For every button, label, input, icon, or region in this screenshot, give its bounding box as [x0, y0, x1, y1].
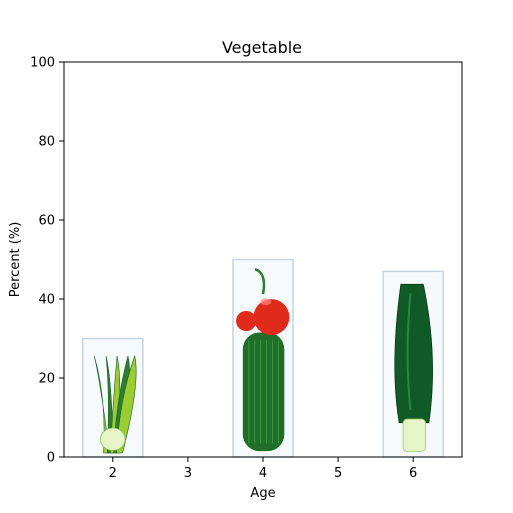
- tomato-stem: [254, 268, 266, 295]
- y-tick-label: 60: [38, 214, 55, 229]
- y-tick-label: 80: [38, 135, 55, 150]
- x-tick-label: 6: [409, 466, 417, 481]
- tomato-large: [253, 299, 290, 336]
- cucumber-body: [242, 332, 285, 452]
- y-tick-label: 0: [47, 451, 55, 466]
- y-axis: 0 20 40 60 80 100: [30, 56, 64, 466]
- x-axis: 2 3 4 5 6: [109, 457, 417, 481]
- bar-bok-choy-icon: [82, 337, 144, 458]
- bok-choy-leaf: [94, 355, 110, 454]
- x-tick-label: 2: [109, 466, 117, 481]
- zucchini-highlight: [406, 293, 412, 411]
- bok-choy-leaf: [116, 354, 137, 454]
- bars-layer: [82, 258, 444, 458]
- tomato-small: [236, 310, 257, 332]
- tomato-and-cucumber-icon: [236, 268, 290, 452]
- y-tick-label: 100: [30, 56, 55, 71]
- x-tick-label: 3: [184, 466, 192, 481]
- bar-tomato-and-cucumber-icon: [232, 258, 294, 458]
- x-axis-title: Age: [250, 486, 275, 501]
- chart-title: Vegetable: [222, 38, 302, 57]
- zucchini-icon: [394, 283, 433, 452]
- x-tick-label: 5: [334, 466, 342, 481]
- tomato-highlight: [260, 298, 272, 306]
- y-tick-label: 40: [38, 293, 55, 308]
- bar-zucchini-icon: [382, 270, 444, 458]
- y-axis-title: Percent (%): [8, 222, 23, 298]
- bok-choy-stem: [100, 427, 126, 451]
- zucchini-body: [394, 283, 433, 424]
- bok-choy-icon: [94, 354, 137, 454]
- x-tick-label: 4: [259, 466, 267, 481]
- y-tick-label: 20: [38, 372, 55, 387]
- zucchini-base: [402, 418, 426, 452]
